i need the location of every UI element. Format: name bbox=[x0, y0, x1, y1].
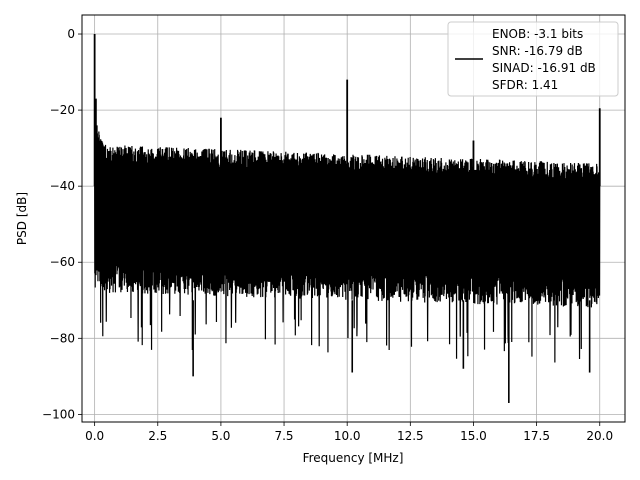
x-tick-label: 17.5 bbox=[523, 429, 550, 443]
x-tick-label: 7.5 bbox=[274, 429, 293, 443]
legend-sinad: SINAD: -16.91 dB bbox=[492, 61, 596, 75]
legend-enob: ENOB: -3.1 bits bbox=[492, 27, 583, 41]
plot-data bbox=[93, 34, 601, 403]
legend-snr: SNR: -16.79 dB bbox=[492, 44, 583, 58]
legend-box bbox=[447, 21, 619, 97]
x-tick-label: 0.0 bbox=[85, 429, 104, 443]
x-tick-label: 20.0 bbox=[586, 429, 613, 443]
y-tick-label: −100 bbox=[42, 407, 75, 421]
y-tick-label: 0 bbox=[67, 27, 75, 41]
y-tick-label: −40 bbox=[50, 179, 75, 193]
y-axis: 0 −20 −40 −60 −80 −100 bbox=[42, 27, 82, 421]
y-tick-label: −20 bbox=[50, 103, 75, 117]
x-tick-label: 2.5 bbox=[148, 429, 167, 443]
y-tick-label: −60 bbox=[50, 255, 75, 269]
legend-sfdr: SFDR: 1.41 bbox=[492, 78, 558, 92]
x-tick-label: 15.0 bbox=[460, 429, 487, 443]
legend: ENOB: -3.1 bits SNR: -16.79 dB SINAD: -1… bbox=[447, 21, 619, 97]
psd-trace bbox=[94, 121, 601, 363]
x-tick-label: 10.0 bbox=[334, 429, 361, 443]
x-axis: 0.0 2.5 5.0 7.5 10.0 12.5 15.0 17.5 20.0 bbox=[85, 422, 613, 443]
axes-frame bbox=[81, 14, 626, 423]
x-axis-label: Frequency [MHz] bbox=[303, 451, 404, 465]
y-tick-label: −80 bbox=[50, 331, 75, 345]
y-axis-label: PSD [dB] bbox=[15, 192, 29, 245]
x-tick-label: 5.0 bbox=[211, 429, 230, 443]
x-tick-label: 12.5 bbox=[397, 429, 424, 443]
